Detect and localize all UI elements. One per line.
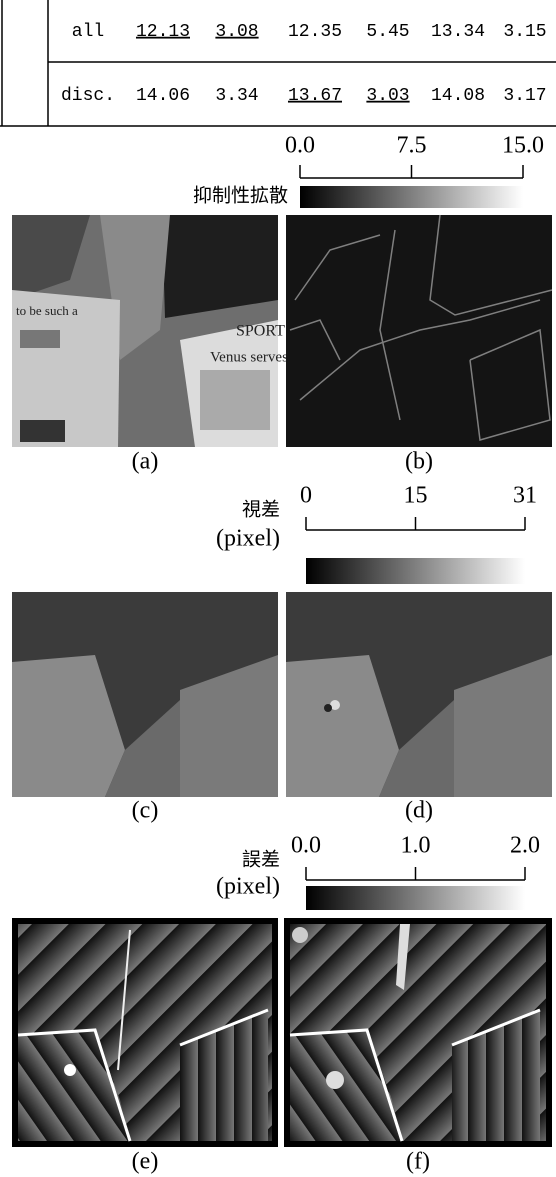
colorbar-gradient bbox=[306, 558, 525, 584]
colorbar-tick-label: 7.5 bbox=[397, 133, 427, 159]
image-text: SPORT bbox=[236, 323, 285, 340]
colorbar-tick-label: 31 bbox=[513, 483, 537, 509]
colorbar-tick-label: 0.0 bbox=[285, 133, 315, 159]
figure-page: to be such a SPORT Venus serves bbox=[0, 0, 556, 1177]
table-cell: 3.08 bbox=[215, 22, 258, 42]
panel-caption: (b) bbox=[405, 449, 433, 475]
table-cell: disc. bbox=[61, 86, 115, 106]
image-d bbox=[286, 592, 552, 797]
table-cell: 13.67 bbox=[288, 86, 342, 106]
image-a: to be such a SPORT Venus serves bbox=[12, 215, 288, 447]
table-cell: 12.35 bbox=[288, 22, 342, 42]
table-cell: all bbox=[72, 22, 104, 42]
table-cell: 3.03 bbox=[366, 86, 409, 106]
colorbar-label: (pixel) bbox=[216, 526, 280, 552]
colorbar-tick-label: 0.0 bbox=[291, 833, 321, 859]
image-text: Venus serves bbox=[210, 349, 288, 365]
colorbar-tick-label: 1.0 bbox=[401, 833, 431, 859]
image-e bbox=[12, 918, 278, 1147]
colorbar-gradient bbox=[306, 886, 525, 910]
table-cell: 3.17 bbox=[503, 86, 546, 106]
colorbar-tick-label: 15.0 bbox=[502, 133, 544, 159]
colorbar-gradient bbox=[300, 186, 523, 208]
table-cell: 3.34 bbox=[215, 86, 258, 106]
panel-caption: (e) bbox=[132, 1149, 159, 1175]
table-cell: 12.13 bbox=[136, 22, 190, 42]
panel-caption: (a) bbox=[132, 449, 159, 475]
table-cell: 14.06 bbox=[136, 86, 190, 106]
colorbar-tick-label: 2.0 bbox=[510, 833, 540, 859]
table-cell: 5.45 bbox=[366, 22, 409, 42]
colorbar-label: 誤差 bbox=[242, 849, 280, 871]
colorbar-label: 視差 bbox=[242, 499, 280, 521]
table-cell: 13.34 bbox=[431, 22, 485, 42]
panel-caption: (c) bbox=[132, 798, 159, 824]
image-c bbox=[12, 592, 278, 797]
image-text: to be such a bbox=[16, 303, 78, 318]
colorbar-label: 抑制性拡散 bbox=[193, 185, 288, 207]
image-f bbox=[284, 918, 552, 1147]
table-rules bbox=[0, 0, 556, 126]
table-cell: 14.08 bbox=[431, 86, 485, 106]
colorbar-label: (pixel) bbox=[216, 874, 280, 900]
colorbar-tick-label: 15 bbox=[404, 483, 428, 509]
image-b bbox=[286, 215, 552, 447]
table-cell: 3.15 bbox=[503, 22, 546, 42]
colorbar-tick-label: 0 bbox=[300, 483, 312, 509]
panel-caption: (f) bbox=[406, 1149, 430, 1175]
panel-caption: (d) bbox=[405, 798, 433, 824]
